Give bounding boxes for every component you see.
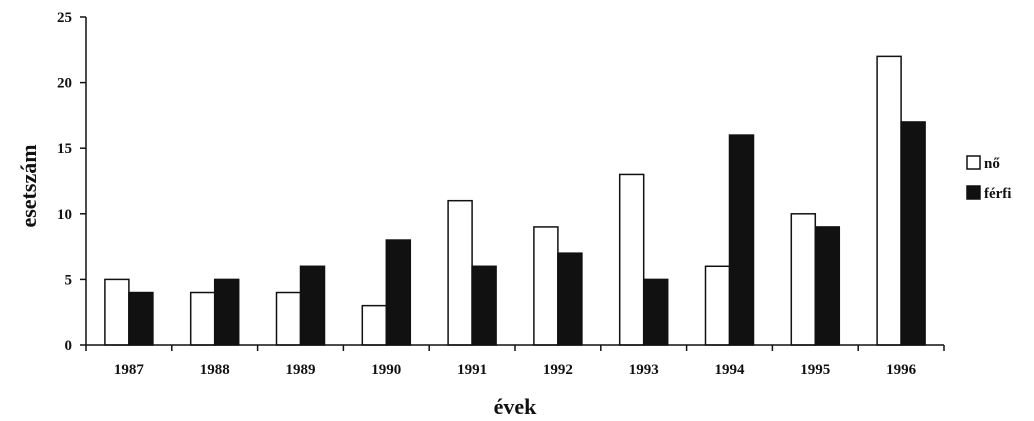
bar-ferfi bbox=[471, 265, 497, 346]
x-tick-label: 1990 bbox=[371, 362, 401, 378]
y-tick-label: 0 bbox=[65, 338, 73, 354]
bar-ferfi bbox=[213, 278, 240, 346]
bar-ferfi bbox=[814, 226, 841, 346]
bar-no bbox=[361, 304, 388, 346]
bar-no bbox=[447, 199, 473, 346]
legend-label-ferfi: férfi bbox=[984, 186, 1011, 202]
bar-ferfi bbox=[557, 252, 583, 346]
bar-no bbox=[790, 213, 817, 346]
legend-swatch-no bbox=[966, 155, 981, 170]
bar-ferfi bbox=[642, 278, 669, 346]
legend-swatch-ferfi bbox=[966, 185, 981, 200]
bar-no bbox=[876, 55, 902, 346]
y-axis-ticks: 0 5 10 15 20 25 bbox=[57, 10, 86, 354]
y-tick-label: 5 bbox=[65, 272, 73, 288]
bar-no bbox=[618, 173, 645, 346]
x-tick-label: 1992 bbox=[543, 362, 573, 378]
bar-ferfi bbox=[900, 121, 926, 346]
bar-no bbox=[275, 291, 302, 346]
bar-ferfi bbox=[299, 265, 326, 346]
y-tick-label: 20 bbox=[57, 76, 72, 92]
x-tick-label: 1995 bbox=[800, 362, 830, 378]
bar-ferfi bbox=[128, 291, 154, 346]
x-axis-ticks: 1987 1988 1989 1990 1991 1992 1993 1994 1995 1996 bbox=[85, 345, 945, 378]
x-tick-label: 1988 bbox=[200, 362, 230, 378]
y-tick-label: 10 bbox=[57, 207, 72, 223]
x-tick-label: 1989 bbox=[286, 362, 316, 378]
bar-ferfi bbox=[728, 134, 755, 346]
y-tick-label: 25 bbox=[57, 10, 72, 26]
bar-ferfi bbox=[385, 239, 412, 346]
x-tick-label: 1993 bbox=[629, 362, 659, 378]
x-tick-label: 1991 bbox=[457, 362, 487, 378]
x-tick-label: 1987 bbox=[114, 362, 145, 378]
bar-no bbox=[533, 226, 559, 346]
legend-label-no: nő bbox=[984, 156, 1000, 172]
x-tick-label: 1996 bbox=[886, 362, 917, 378]
legend: nő férfi bbox=[966, 155, 1011, 202]
x-axis-title: évek bbox=[494, 394, 538, 419]
y-tick-label: 15 bbox=[57, 141, 72, 157]
y-axis-title: esetszám bbox=[16, 144, 41, 227]
bar-no bbox=[104, 278, 130, 346]
bar-no bbox=[704, 265, 731, 346]
bar-no bbox=[189, 291, 216, 346]
x-tick-label: 1994 bbox=[715, 362, 746, 378]
bars bbox=[104, 55, 926, 346]
